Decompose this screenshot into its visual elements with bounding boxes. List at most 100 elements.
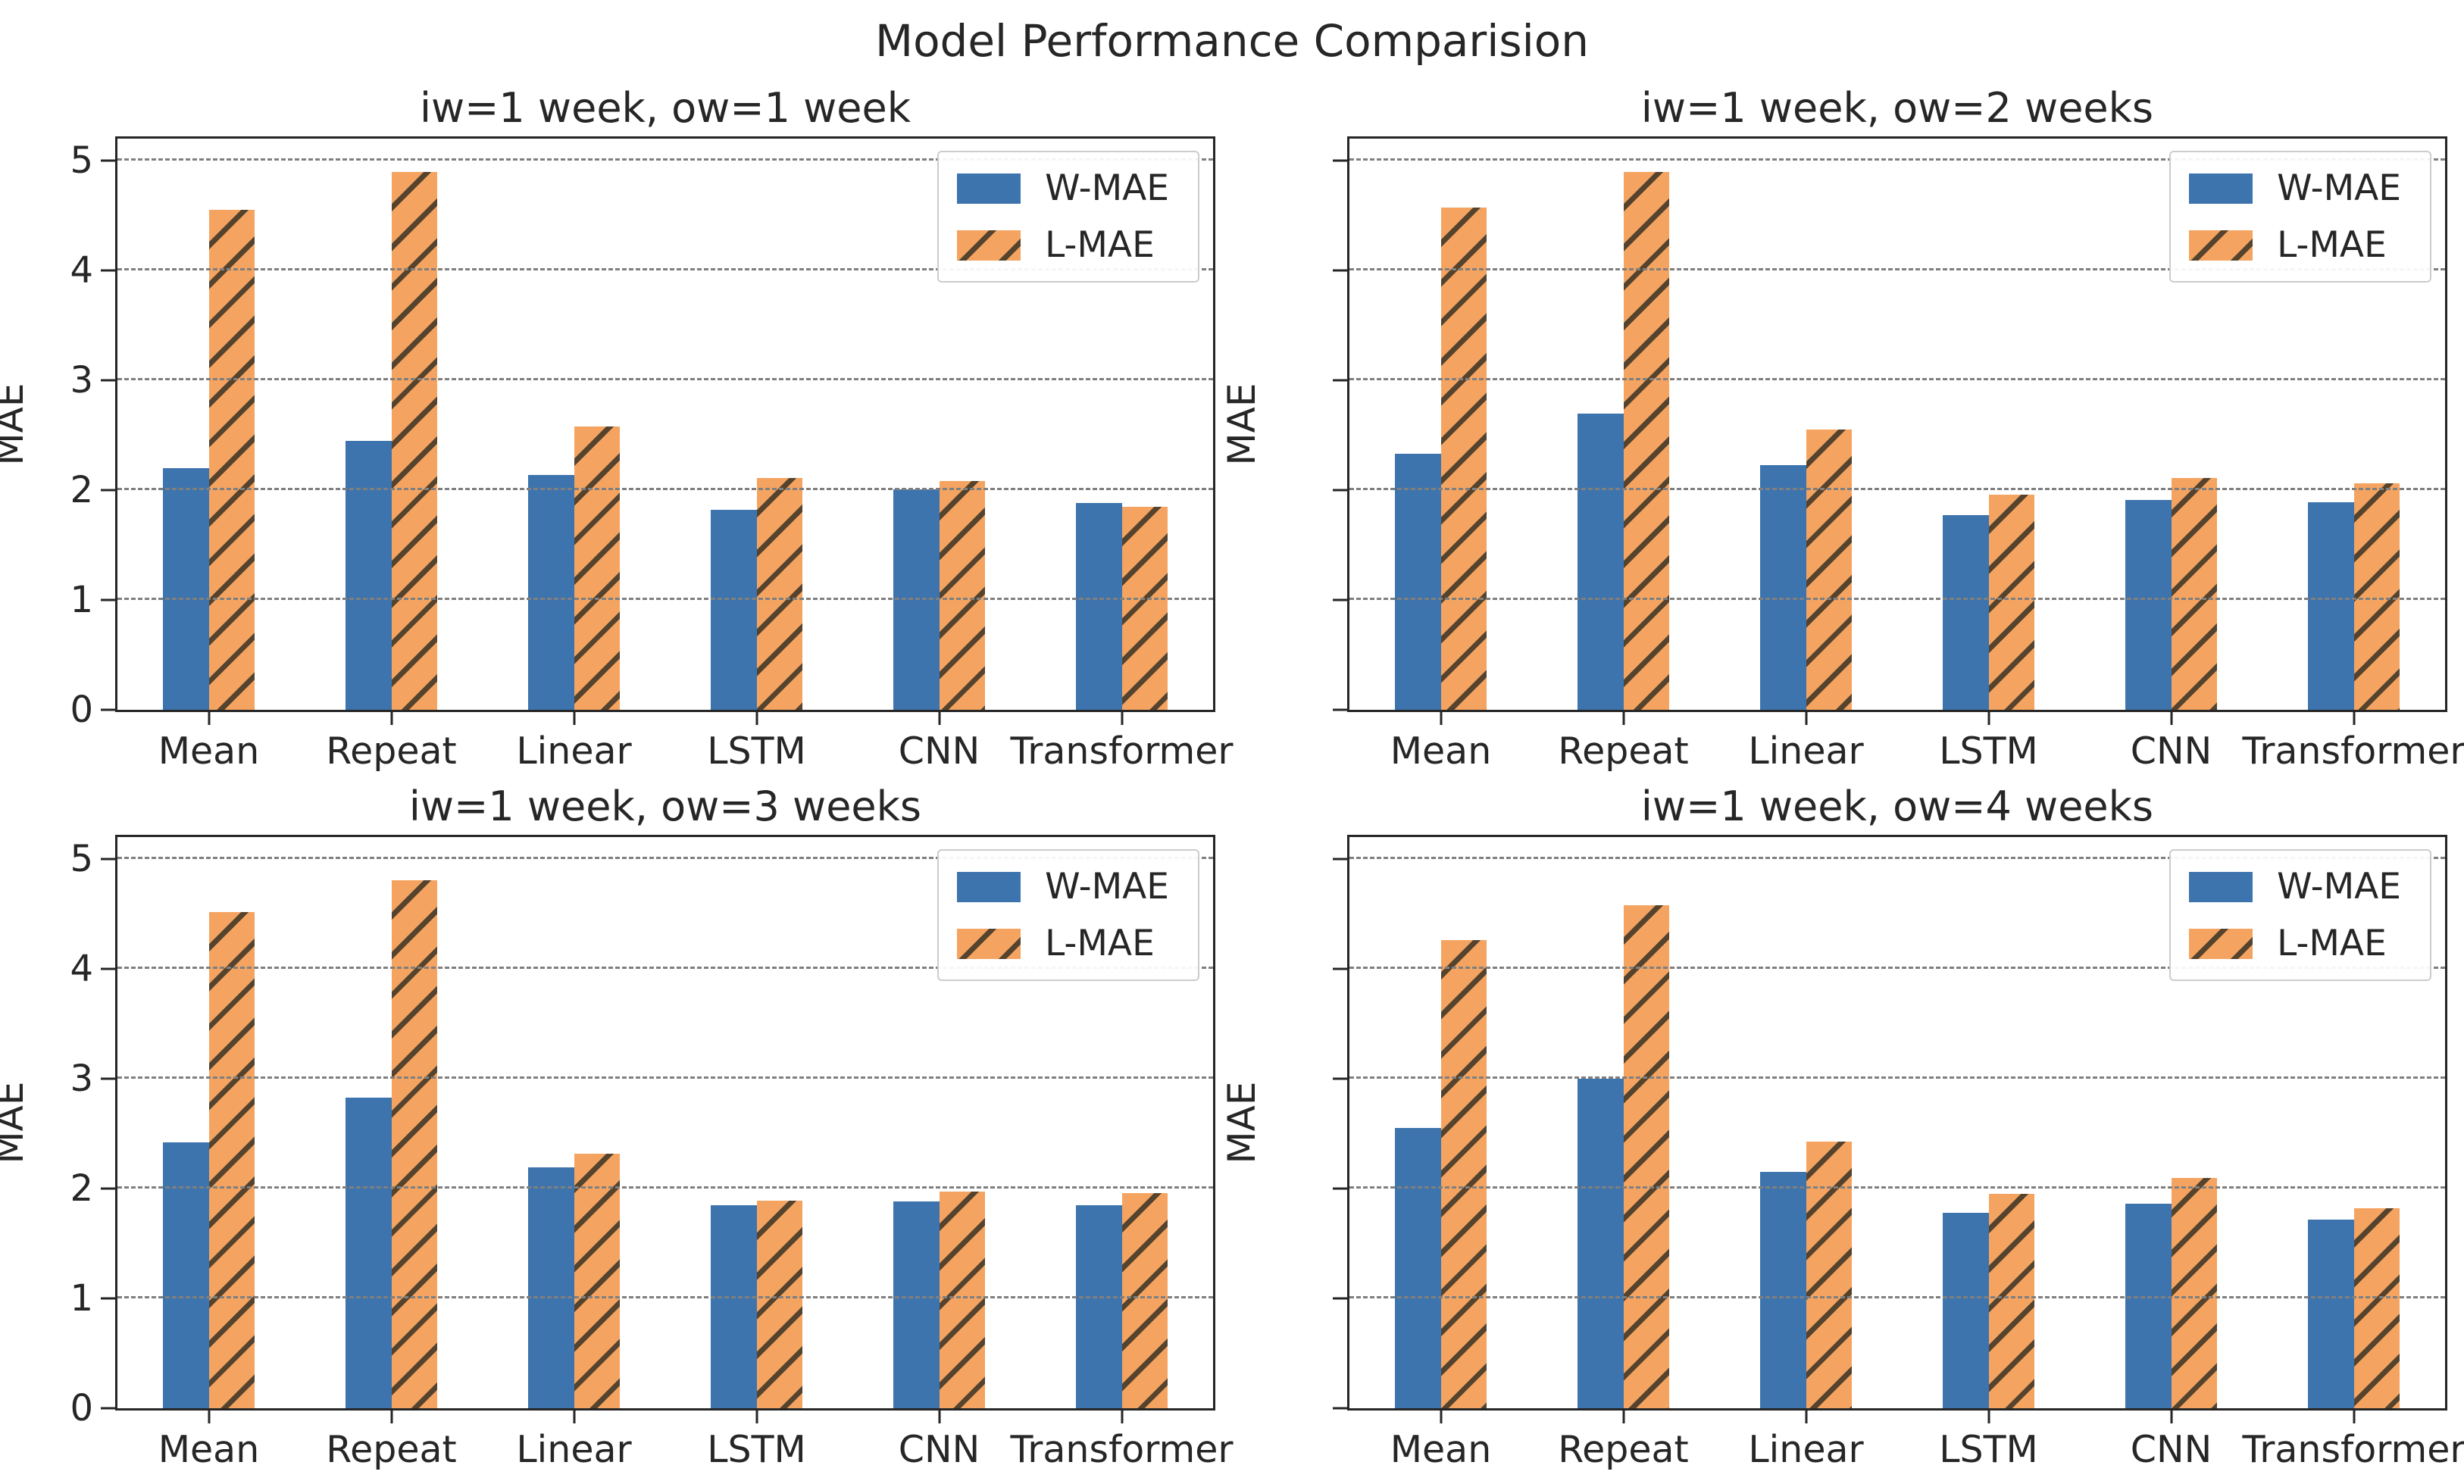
gridline (117, 1186, 1213, 1189)
x-tick-label: Mean (1390, 1428, 1492, 1471)
x-tick-label: Linear (516, 730, 632, 773)
l-mae-swatch (957, 928, 1021, 959)
x-tick-mark (208, 1408, 210, 1423)
y-axis-label: MAE (0, 383, 32, 466)
gridline (1349, 1296, 2445, 1298)
x-tick-mark (1440, 1408, 1442, 1423)
bar-l-mae (391, 879, 437, 1408)
bar-w-mae (711, 510, 757, 710)
gridline (117, 158, 1213, 161)
y-tick-label: 4 (70, 948, 93, 990)
x-tick-label: Mean (1390, 730, 1492, 773)
bar-w-mae (346, 1097, 392, 1408)
x-tick-label: Repeat (326, 730, 457, 773)
bar-l-mae (939, 1192, 985, 1408)
bar-l-mae (2353, 1208, 2400, 1408)
bar-w-mae (1760, 464, 1806, 710)
x-tick-label: Mean (158, 730, 260, 773)
x-tick-mark (2170, 1408, 2172, 1423)
y-tick-mark (1333, 708, 1349, 711)
bar-w-mae (528, 474, 574, 710)
y-tick-mark (1333, 858, 1349, 861)
x-tick-mark (755, 710, 758, 725)
gridline (1349, 158, 2445, 161)
y-tick-label: 1 (70, 579, 93, 621)
x-tick-mark (1121, 1408, 1123, 1423)
x-tick-mark (573, 1408, 575, 1423)
x-tick-label: Linear (1748, 730, 1864, 773)
y-tick-mark (101, 1187, 117, 1190)
gridline (1349, 857, 2445, 859)
gridline (117, 1296, 1213, 1298)
x-tick-label: Repeat (1558, 1428, 1689, 1471)
w-mae-swatch (2189, 871, 2253, 902)
bar-w-mae (1076, 503, 1122, 710)
bar-l-mae (1988, 494, 2034, 710)
x-tick-label: CNN (2130, 730, 2212, 773)
x-tick-mark (1987, 710, 1990, 725)
y-tick-mark (1333, 1407, 1349, 1410)
x-tick-label: LSTM (1939, 730, 2038, 773)
legend: W-MAE L-MAE (2169, 151, 2431, 283)
gridline (117, 378, 1213, 380)
y-tick-label: 2 (70, 1167, 93, 1210)
y-tick-label: 3 (70, 1058, 93, 1100)
bar-w-mae (893, 1201, 940, 1408)
y-tick-mark (1333, 1187, 1349, 1190)
x-tick-label: CNN (898, 730, 980, 773)
bar-w-mae (2308, 501, 2354, 710)
x-tick-label: Repeat (1558, 730, 1689, 773)
y-tick-mark (101, 379, 117, 382)
y-tick-label: 0 (70, 689, 93, 731)
y-axis-label: MAE (1220, 1081, 1264, 1164)
x-tick-label: Transformer (1010, 730, 1234, 773)
bar-l-mae (756, 1200, 802, 1408)
x-tick-mark (390, 1408, 392, 1423)
bar-l-mae (1440, 208, 1487, 710)
bar-w-mae (163, 1142, 209, 1408)
bar-w-mae (1076, 1204, 1122, 1408)
y-tick-label: 4 (70, 249, 93, 292)
y-tick-mark (1333, 1297, 1349, 1300)
y-tick-label: 0 (70, 1387, 93, 1429)
subplot-ow-2-weeks: iw=1 week, ow=2 weeks MAE Mean Repeat Line… (1220, 76, 2464, 774)
bar-l-mae (208, 210, 255, 710)
bar-l-mae (1623, 171, 1669, 710)
y-axis-label: MAE (0, 1081, 32, 1164)
bar-w-mae (711, 1204, 757, 1408)
l-mae-swatch (2189, 230, 2253, 261)
y-tick-mark (101, 1297, 117, 1300)
gridline (117, 268, 1213, 270)
bar-l-mae (391, 171, 437, 710)
subplot-title: iw=1 week, ow=1 week (420, 84, 911, 132)
x-tick-label: LSTM (1939, 1428, 2038, 1471)
x-tick-mark (1805, 1408, 1807, 1423)
gridline (1349, 268, 2445, 270)
bar-w-mae (1578, 413, 1624, 710)
bar-w-mae (1395, 454, 1441, 710)
bar-l-mae (1806, 430, 1852, 710)
l-mae-swatch (2189, 928, 2253, 959)
w-mae-swatch (957, 871, 1021, 902)
x-tick-label: CNN (898, 1428, 980, 1471)
x-tick-mark (1987, 1408, 1990, 1423)
gridline (1349, 378, 2445, 380)
y-tick-mark (101, 598, 117, 601)
bar-w-mae (1943, 1212, 1989, 1408)
y-tick-mark (101, 1407, 117, 1410)
y-tick-label: 2 (70, 469, 93, 511)
legend-item: W-MAE (957, 869, 1169, 904)
y-tick-mark (101, 967, 117, 970)
y-tick-mark (101, 708, 117, 711)
gridline (117, 1076, 1213, 1079)
plot-area: MAE 0 1 2 3 4 5 Mean Repeat Linear LSTM CNN Transfo… (0, 835, 1234, 1471)
w-mae-swatch (957, 173, 1021, 204)
legend-item: L-MAE (2189, 926, 2401, 961)
x-tick-label: Transformer (2242, 730, 2464, 773)
bar-l-mae (1440, 940, 1487, 1408)
y-tick-label: 5 (70, 139, 93, 182)
x-tick-mark (2353, 1408, 2355, 1423)
bar-l-mae (2171, 478, 2217, 710)
bar-l-mae (208, 911, 255, 1408)
